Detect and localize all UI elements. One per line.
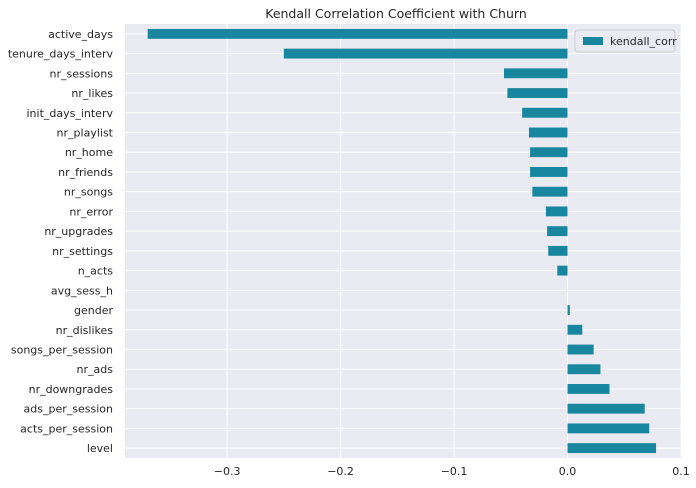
bar bbox=[504, 68, 568, 78]
bar bbox=[568, 443, 657, 453]
y-tick-label: nr_home bbox=[65, 146, 113, 159]
bar bbox=[522, 108, 567, 118]
bar bbox=[148, 29, 568, 39]
y-tick-label: nr_downgrades bbox=[29, 383, 114, 396]
y-tick-label: songs_per_session bbox=[11, 344, 113, 357]
y-tick-label: tenure_days_interv bbox=[8, 48, 114, 61]
bar bbox=[530, 147, 567, 157]
legend-label: kendall_corr bbox=[610, 35, 677, 48]
bar bbox=[568, 423, 650, 433]
y-tick-label: nr_dislikes bbox=[56, 324, 114, 337]
bar bbox=[568, 305, 570, 315]
y-tick-label: nr_likes bbox=[71, 87, 113, 100]
x-tick-label: 0.0 bbox=[559, 465, 577, 478]
bar bbox=[568, 364, 601, 374]
bar bbox=[557, 266, 567, 276]
legend-swatch bbox=[583, 37, 603, 45]
bar bbox=[568, 345, 594, 355]
bar bbox=[284, 49, 568, 59]
y-tick-label: level bbox=[87, 442, 113, 455]
chart-title: Kendall Correlation Coefficient with Chu… bbox=[265, 6, 527, 21]
y-tick-label: n_acts bbox=[78, 265, 114, 278]
bar bbox=[568, 384, 610, 394]
bar bbox=[529, 128, 568, 138]
y-tick-label: nr_error bbox=[69, 205, 113, 218]
y-tick-label: acts_per_session bbox=[20, 422, 113, 435]
y-tick-label: nr_upgrades bbox=[44, 225, 113, 238]
y-tick-label: nr_ads bbox=[77, 363, 114, 376]
bar bbox=[548, 246, 567, 256]
bar bbox=[530, 167, 567, 177]
y-tick-label: avg_sess_h bbox=[51, 284, 113, 297]
y-tick-label: ads_per_session bbox=[24, 403, 113, 416]
bar bbox=[546, 206, 568, 216]
bar bbox=[532, 187, 567, 197]
x-tick-label: −0.2 bbox=[327, 465, 354, 478]
bar bbox=[547, 226, 567, 236]
y-tick-label: init_days_interv bbox=[26, 107, 113, 120]
y-tick-label: nr_settings bbox=[52, 245, 113, 258]
bar bbox=[568, 404, 645, 414]
y-tick-label: nr_friends bbox=[58, 166, 113, 179]
y-tick-label: nr_playlist bbox=[57, 127, 114, 140]
y-tick-label: gender bbox=[74, 304, 113, 317]
x-tick-label: −0.1 bbox=[441, 465, 468, 478]
y-tick-label: nr_songs bbox=[64, 186, 113, 199]
bar bbox=[507, 88, 567, 98]
y-tick-label: nr_sessions bbox=[50, 67, 114, 80]
y-tick-label: active_days bbox=[48, 28, 113, 41]
x-tick-label: −0.3 bbox=[214, 465, 241, 478]
x-tick-label: 0.1 bbox=[672, 465, 690, 478]
bar bbox=[568, 325, 583, 335]
